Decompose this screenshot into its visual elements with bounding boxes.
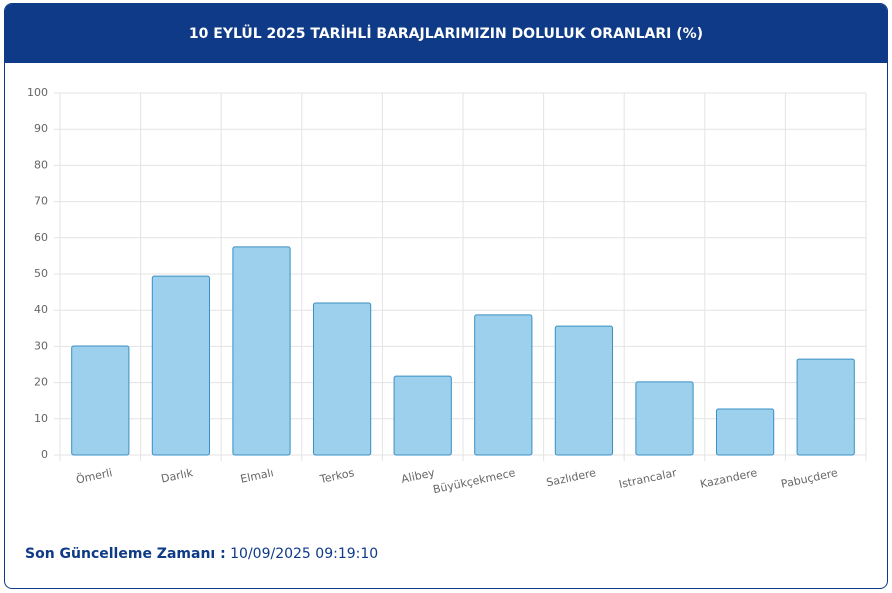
y-tick-label: 0 — [41, 448, 48, 461]
bar — [312, 302, 372, 456]
y-tick-label: 60 — [34, 231, 48, 244]
x-tick-label: Kazandere — [699, 466, 759, 491]
y-tick-label: 30 — [34, 339, 48, 352]
x-tick-label: Pabuçdere — [780, 466, 839, 491]
y-tick-label: 50 — [34, 267, 48, 280]
bar — [715, 408, 775, 456]
y-tick-label: 70 — [34, 195, 48, 208]
y-tick-label: 90 — [34, 122, 48, 135]
footer-label: Son Güncelleme Zamanı : — [25, 546, 226, 562]
x-tick-label: Ömerli — [75, 466, 114, 486]
bar — [796, 358, 855, 456]
bar — [71, 345, 130, 456]
chart-title: 10 EYLÜL 2025 TARİHLİ BARAJLARIMIZIN DOL… — [5, 4, 887, 63]
y-tick-label: 20 — [34, 376, 48, 389]
x-tick-label: Terkos — [318, 466, 356, 486]
bar — [635, 381, 694, 456]
y-tick-label: 40 — [34, 303, 48, 316]
footer: Son Güncelleme Zamanı : 10/09/2025 09:19… — [25, 546, 378, 562]
x-tick-label: Sazlıdere — [545, 466, 597, 489]
bar — [151, 275, 211, 456]
y-tick-label: 80 — [34, 158, 48, 171]
y-tick-label: 10 — [34, 412, 48, 425]
footer-value: 10/09/2025 09:19:10 — [230, 546, 379, 562]
bar — [232, 246, 291, 456]
x-tick-label: Istrancalar — [618, 466, 679, 491]
x-tick-label: Darlık — [160, 466, 195, 486]
bar — [474, 314, 533, 456]
y-tick-label: 100 — [27, 86, 48, 99]
card: 10 EYLÜL 2025 TARİHLİ BARAJLARIMIZIN DOL… — [4, 3, 888, 589]
bar — [393, 375, 452, 456]
x-tick-label: Büyükçekmece — [432, 466, 517, 496]
bar — [554, 325, 614, 456]
x-tick-label: Elmalı — [239, 466, 275, 486]
